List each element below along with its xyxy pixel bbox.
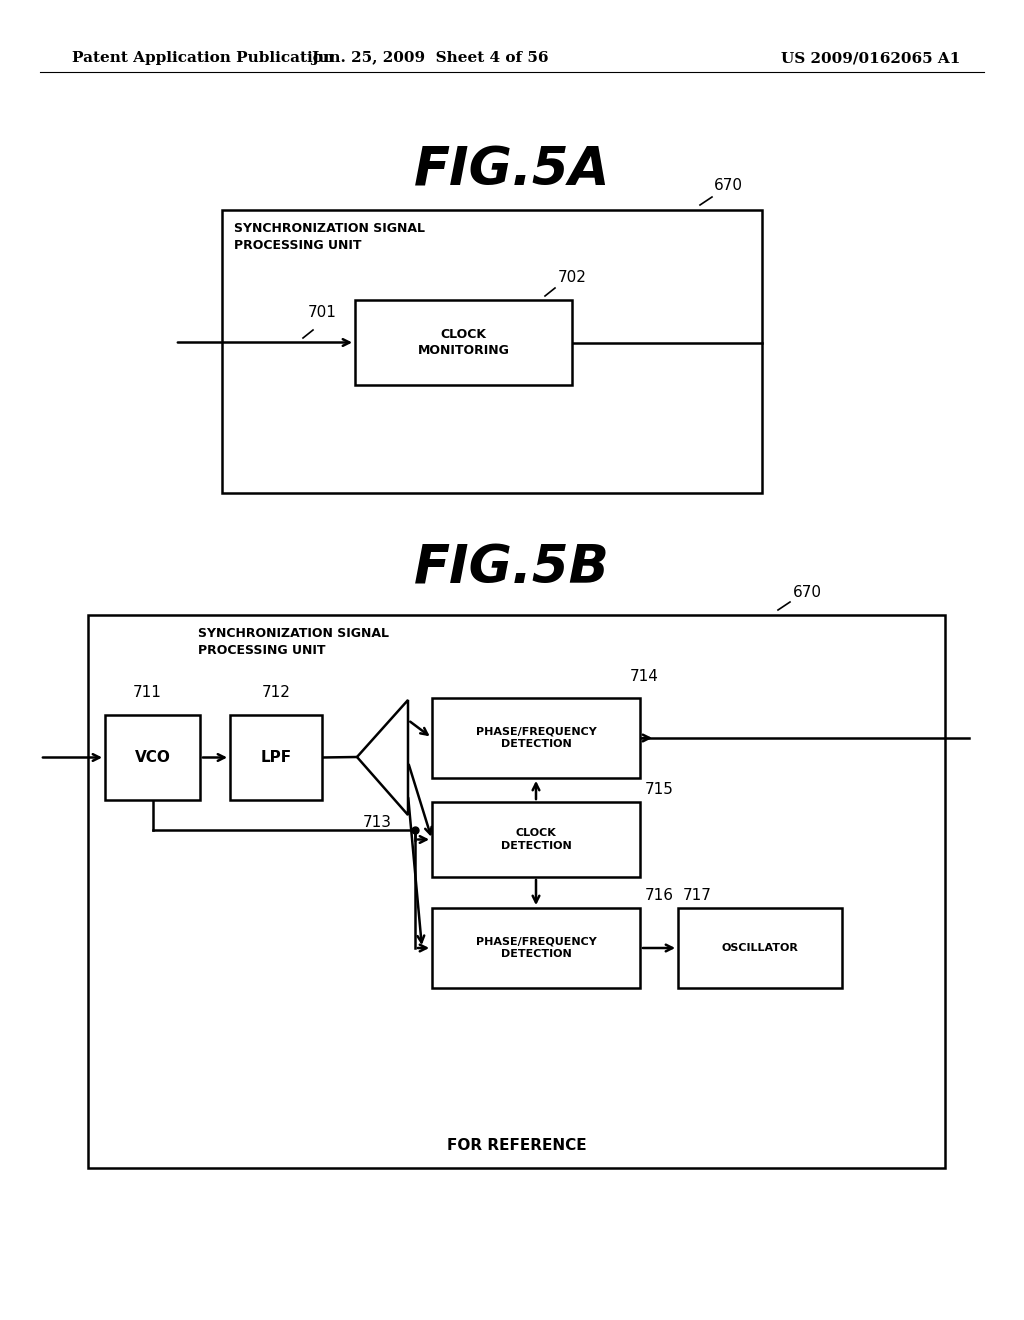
Bar <box>88 615 945 1168</box>
Bar <box>432 698 640 777</box>
Text: FIG.5B: FIG.5B <box>414 543 610 594</box>
Text: LPF: LPF <box>260 750 292 766</box>
Text: FIG.5A: FIG.5A <box>414 144 610 195</box>
Text: 713: 713 <box>362 814 391 830</box>
Text: PHASE/FREQUENCY
DETECTION: PHASE/FREQUENCY DETECTION <box>475 937 596 960</box>
Text: CLOCK
MONITORING: CLOCK MONITORING <box>418 327 509 358</box>
Bar <box>432 803 640 876</box>
Text: 711: 711 <box>133 685 162 700</box>
Text: Patent Application Publication: Patent Application Publication <box>72 51 334 65</box>
Text: SYNCHRONIZATION SIGNAL
PROCESSING UNIT: SYNCHRONIZATION SIGNAL PROCESSING UNIT <box>198 627 389 657</box>
Text: 715: 715 <box>645 781 674 797</box>
Bar <box>355 300 572 385</box>
Bar <box>105 715 200 800</box>
Text: 701: 701 <box>308 305 337 319</box>
Text: OSCILLATOR: OSCILLATOR <box>722 942 799 953</box>
Text: 670: 670 <box>793 585 822 601</box>
Text: 702: 702 <box>558 271 587 285</box>
Text: 670: 670 <box>714 178 743 193</box>
Text: CLOCK
DETECTION: CLOCK DETECTION <box>501 829 571 850</box>
Text: PHASE/FREQUENCY
DETECTION: PHASE/FREQUENCY DETECTION <box>475 727 596 750</box>
Text: SYNCHRONIZATION SIGNAL
PROCESSING UNIT: SYNCHRONIZATION SIGNAL PROCESSING UNIT <box>234 222 425 252</box>
Text: 712: 712 <box>261 685 291 700</box>
Text: 717: 717 <box>683 888 712 903</box>
Bar <box>222 210 762 492</box>
Bar <box>230 715 322 800</box>
Bar <box>432 908 640 987</box>
Text: FOR REFERENCE: FOR REFERENCE <box>446 1138 587 1152</box>
Bar <box>678 908 842 987</box>
Text: 714: 714 <box>630 669 658 684</box>
Text: US 2009/0162065 A1: US 2009/0162065 A1 <box>780 51 961 65</box>
Text: 716: 716 <box>645 888 674 903</box>
Text: Jun. 25, 2009  Sheet 4 of 56: Jun. 25, 2009 Sheet 4 of 56 <box>311 51 549 65</box>
Text: VCO: VCO <box>134 750 170 766</box>
